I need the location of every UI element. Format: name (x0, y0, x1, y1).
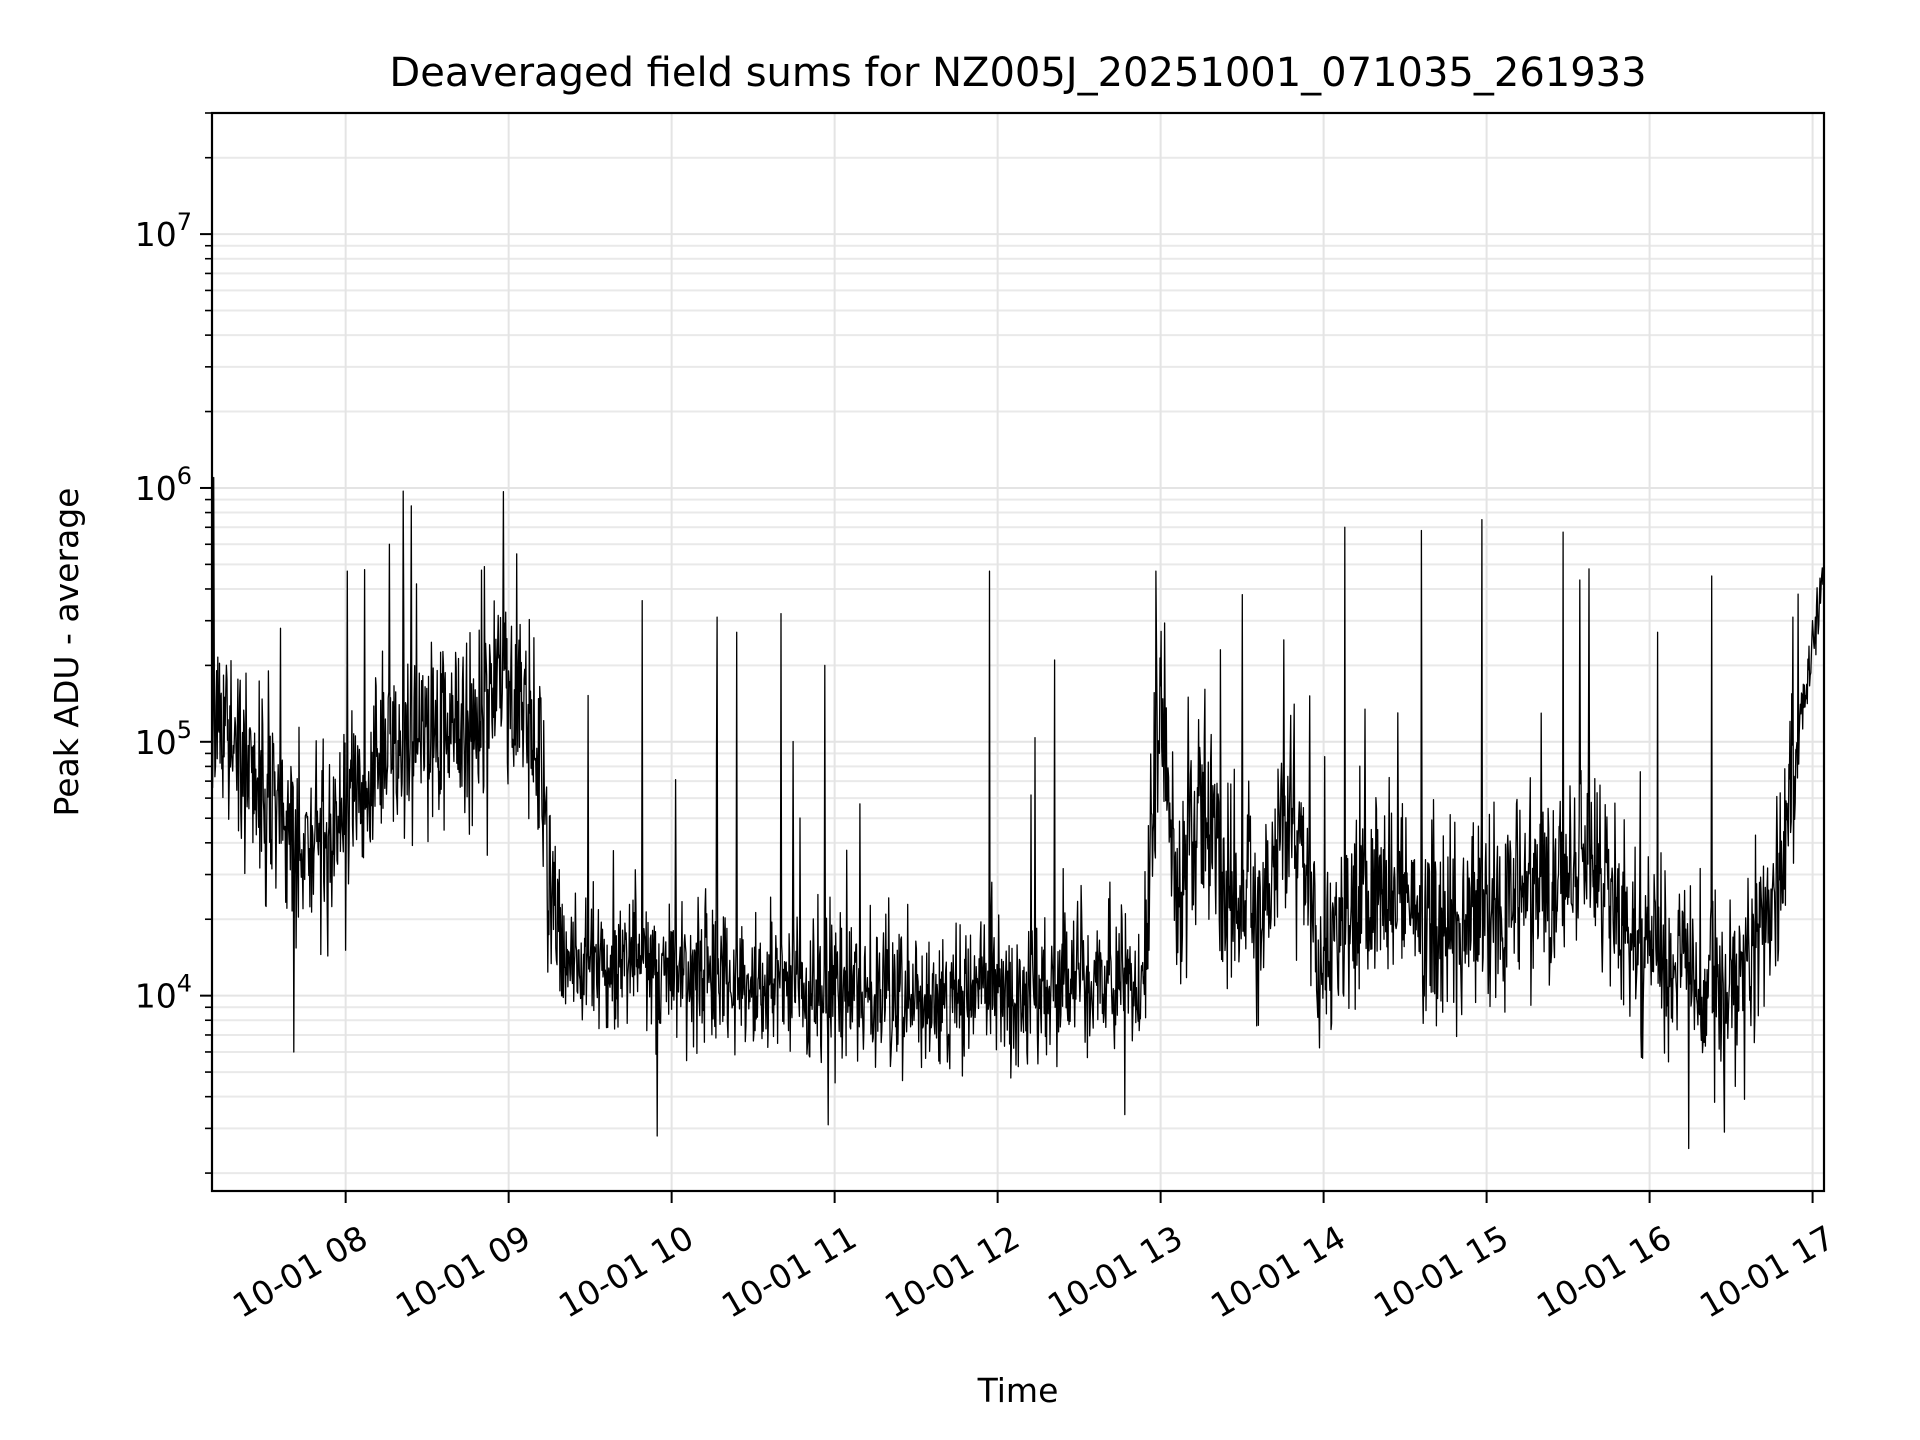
plot-area (210, 111, 1826, 1193)
y-tick-label: 104 (135, 970, 192, 1016)
chart-title: Deaveraged field sums for NZ005J_2025100… (389, 50, 1646, 96)
x-tick-label: 10-01 11 (715, 1218, 863, 1326)
x-tick-label: 10-01 12 (878, 1218, 1026, 1326)
y-tick-label: 105 (135, 716, 192, 762)
x-tick-label: 10-01 14 (1204, 1218, 1352, 1326)
y-axis-label: Peak ADU - average (47, 488, 86, 817)
x-tick-label: 10-01 13 (1041, 1218, 1189, 1326)
x-tick-label: 10-01 09 (389, 1218, 537, 1326)
y-axis-ticks: 104 105 106 107 (135, 112, 212, 1174)
x-tick-label: 10-01 08 (226, 1218, 374, 1326)
x-tick-label: 10-01 10 (552, 1218, 700, 1326)
y-tick-label: 107 (135, 208, 192, 254)
plot-frame (210, 111, 1826, 1193)
x-axis-ticks: 10-01 08 10-01 09 10-01 10 10-01 11 10-01 12… (226, 1191, 1841, 1326)
x-tick-label: 10-01 16 (1530, 1218, 1678, 1326)
x-tick-label: 10-01 17 (1693, 1218, 1841, 1326)
y-tick-label: 106 (135, 462, 192, 508)
x-tick-label: 10-01 15 (1367, 1218, 1515, 1326)
x-axis-label: Time (977, 1371, 1059, 1410)
peak-adu-series-line (211, 476, 1825, 1150)
